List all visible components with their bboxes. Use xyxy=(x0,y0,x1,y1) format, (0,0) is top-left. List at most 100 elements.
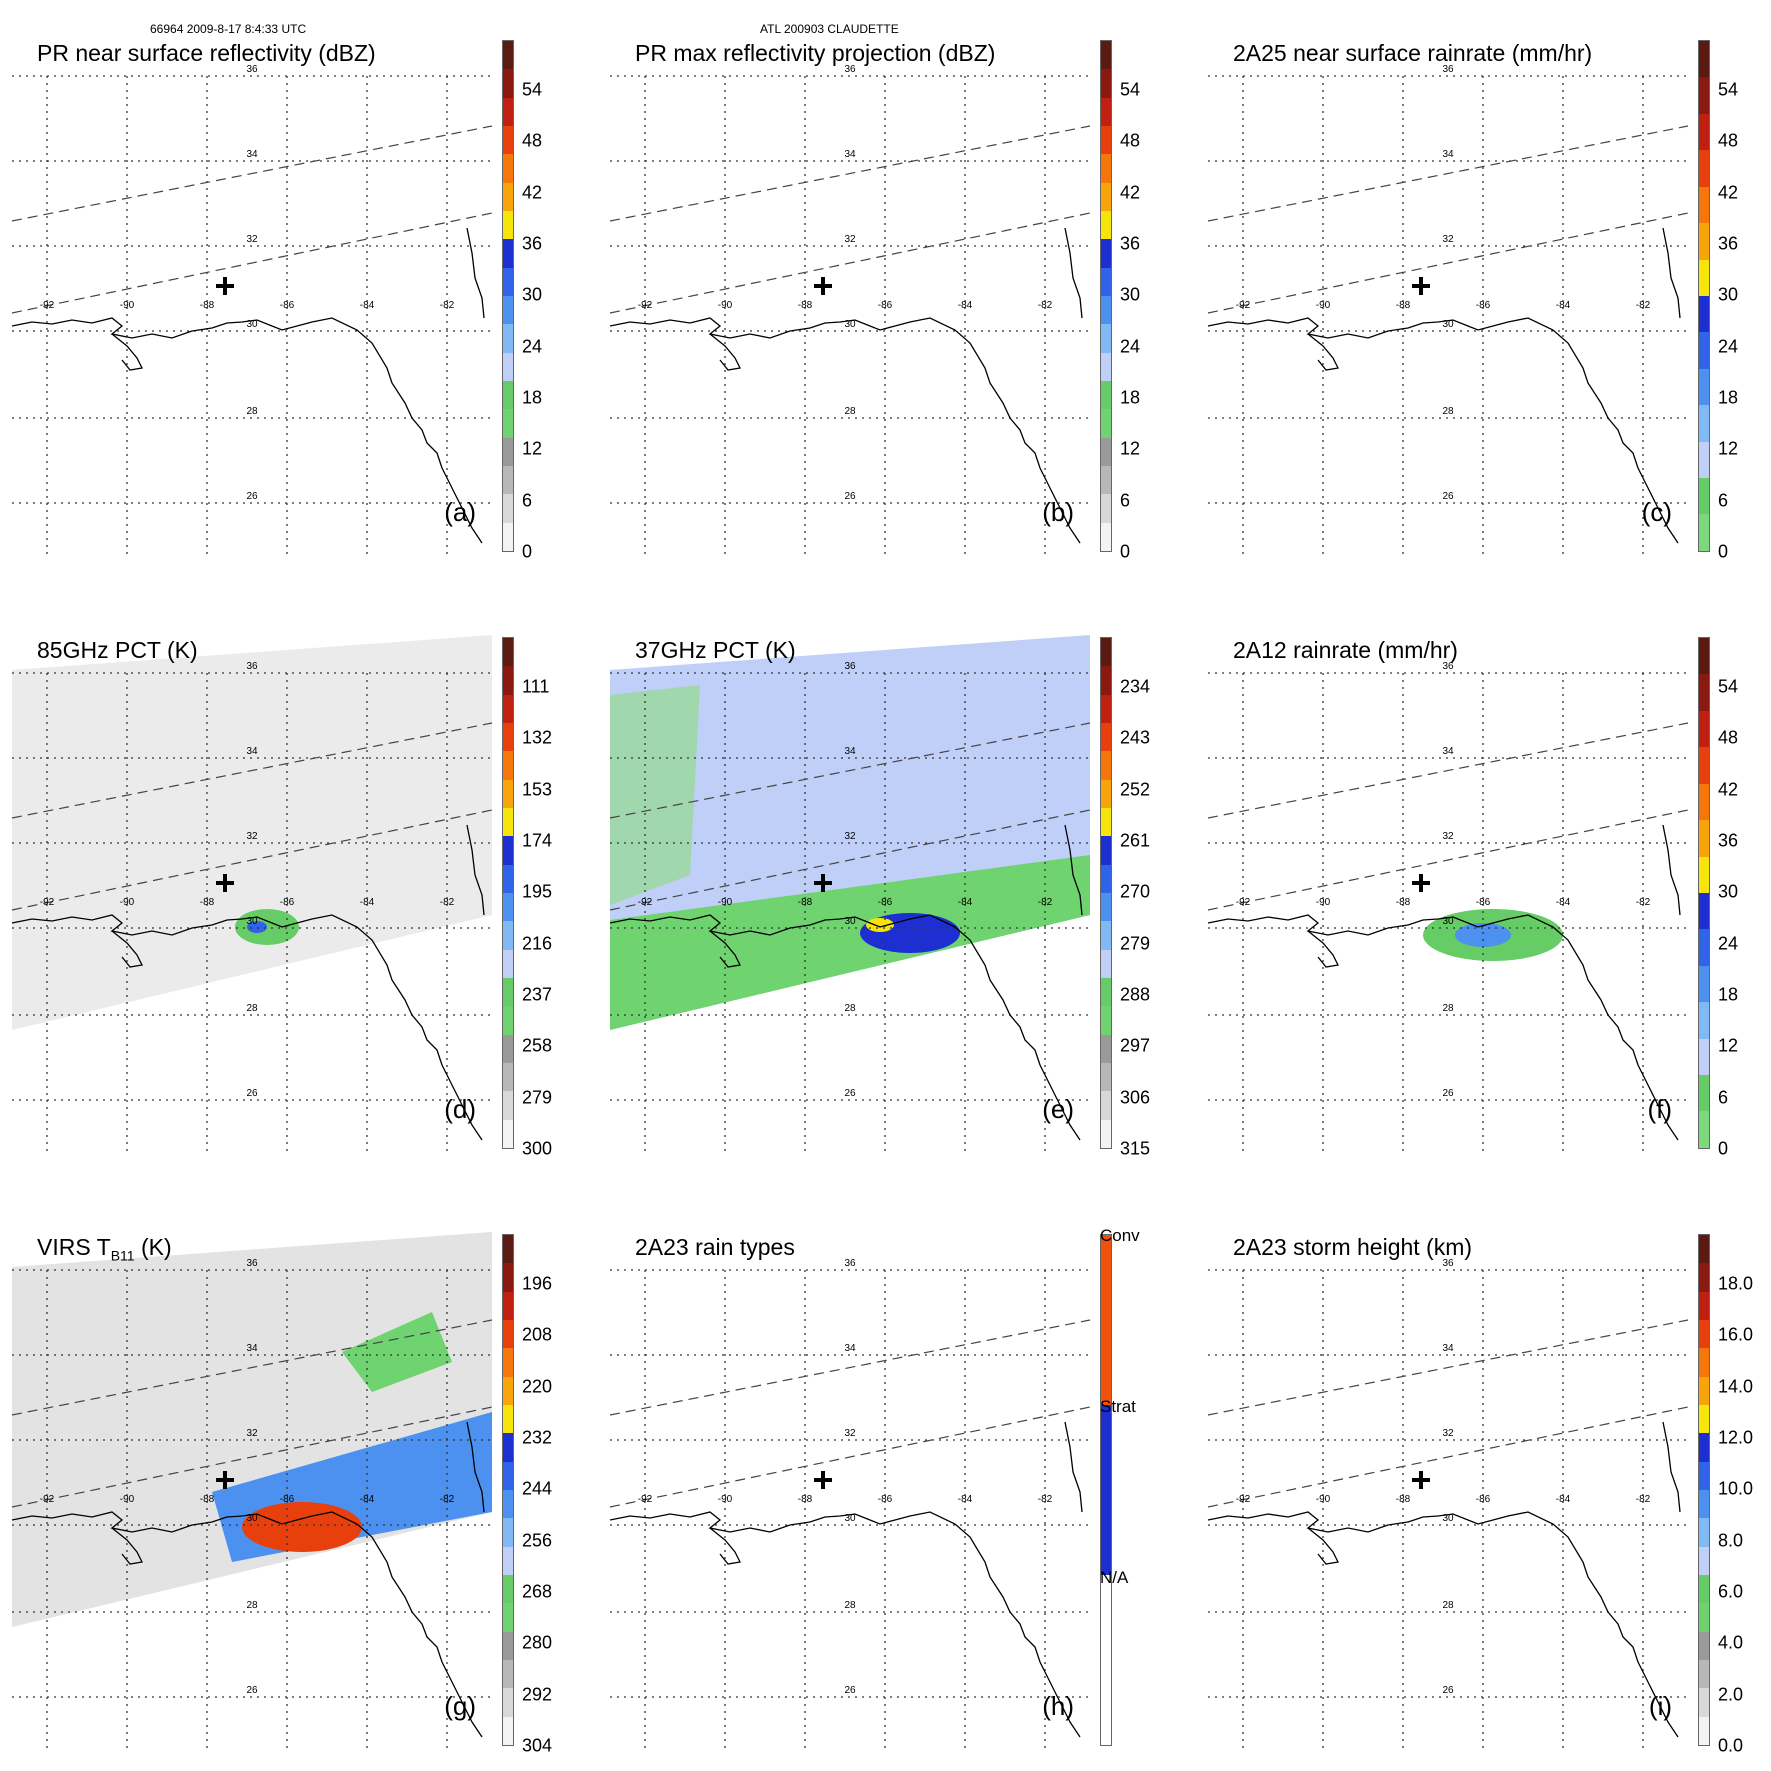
longitude-label: -90 xyxy=(1316,1494,1331,1505)
bay-coastline xyxy=(709,930,741,968)
map-area: 36 34 32 30 28 26 -92 -90 -88 -86 -84 -82 xyxy=(1207,64,1689,558)
colorbar-segment xyxy=(1699,368,1709,406)
colorbar-segment xyxy=(1699,1111,1709,1148)
colorbar-tick-label: 12 xyxy=(1120,438,1141,459)
panel-title: PR near surface reflectivity (dBZ) xyxy=(37,40,376,66)
longitude-label: -92 xyxy=(40,897,55,908)
latitude-label: 36 xyxy=(246,661,258,672)
colorbar-segment xyxy=(1699,77,1709,114)
colorbar-segment xyxy=(1699,113,1709,151)
longitude-label: -82 xyxy=(1636,300,1651,311)
longitude-label: -90 xyxy=(718,300,733,311)
colorbar-segment xyxy=(1699,892,1709,930)
storm-center-marker xyxy=(1412,277,1430,295)
colorbar-tick-label: 292 xyxy=(522,1684,553,1705)
colorbar-segment xyxy=(503,1348,513,1377)
colorbar-tick-label: 6 xyxy=(1718,490,1729,511)
colorbar-segment xyxy=(1101,97,1111,126)
colorbar-segment xyxy=(503,1433,513,1462)
colorbar-tick-label: Strat xyxy=(1100,1397,1136,1416)
colorbar-tick-label: 12 xyxy=(1718,1035,1739,1056)
map-area: 36 34 32 30 28 26 -92 -90 -88 -86 -84 -82 xyxy=(609,64,1091,558)
colorbar-tick-label: 18 xyxy=(1718,387,1739,408)
colorbar xyxy=(502,1234,514,1746)
longitude-label: -90 xyxy=(1316,897,1331,908)
colorbar-segment xyxy=(503,1489,513,1519)
colorbar-tick-label: 304 xyxy=(522,1735,553,1756)
colorbar-segment xyxy=(503,494,513,523)
panel-label: (c) xyxy=(1641,497,1672,527)
colorbar-segment xyxy=(1101,437,1111,466)
latitude-label: 30 xyxy=(246,319,258,330)
panel-label: (d) xyxy=(444,1094,476,1124)
colorbar-segment xyxy=(1101,1062,1111,1092)
colorbar-segment xyxy=(503,97,513,126)
east-coastline xyxy=(1662,824,1681,916)
latitude-label: 26 xyxy=(844,491,856,502)
latitude-label: 32 xyxy=(1442,1428,1454,1439)
latitude-label: 34 xyxy=(844,1343,856,1354)
colorbar-segment xyxy=(1699,965,1709,1003)
longitude-label: -92 xyxy=(638,300,653,311)
longitude-label: -82 xyxy=(440,897,455,908)
colorbar-segment xyxy=(503,295,513,325)
latitude-label: 34 xyxy=(1442,1343,1454,1354)
longitude-label: -84 xyxy=(958,1494,973,1505)
bay-coastline xyxy=(1307,930,1339,968)
latitude-label: 32 xyxy=(844,831,856,842)
longitude-label: -86 xyxy=(878,897,893,908)
header-storm-name: ATL 200903 CLAUDETTE xyxy=(760,22,899,36)
coastline xyxy=(11,914,483,1141)
latitude-label: 30 xyxy=(844,319,856,330)
map-panel-g: 36 34 32 30 28 26 -92 -90 -88 -86 -84 -82 VIRS TB11 … xyxy=(11,1232,552,1756)
colorbar-tick-label: 18.0 xyxy=(1718,1273,1754,1294)
colorbar-segment xyxy=(1699,295,1709,333)
colorbar-tick-label: 280 xyxy=(522,1632,553,1653)
colorbar-segment xyxy=(1101,807,1111,837)
header-orbit-time: 66964 2009-8-17 8:4:33 UTC xyxy=(150,22,307,36)
colorbar-segment xyxy=(503,1603,513,1632)
colorbar-tick-label: 315 xyxy=(1120,1138,1151,1159)
colorbar-segment xyxy=(503,1461,513,1490)
colorbar-segment xyxy=(503,1376,513,1405)
colorbar-segment xyxy=(1699,783,1709,821)
colorbar-tick-label: 0.0 xyxy=(1718,1735,1744,1756)
panel-label: (f) xyxy=(1647,1094,1672,1124)
colorbar-tick-label: 256 xyxy=(522,1530,553,1551)
colorbar-segment xyxy=(1101,1006,1111,1035)
colorbar-segment xyxy=(1101,69,1111,98)
colorbar-tick-label: 14.0 xyxy=(1718,1376,1754,1397)
colorbar-segment xyxy=(503,210,513,240)
colorbar-tick-label: 24 xyxy=(522,336,543,357)
panel-title: PR max reflectivity projection (dBZ) xyxy=(635,40,996,66)
longitude-label: -84 xyxy=(1556,1494,1571,1505)
latitude-label: 32 xyxy=(246,234,258,245)
colorbar-tick-label: 0 xyxy=(1718,1138,1729,1159)
latitude-label: 26 xyxy=(246,1685,258,1696)
longitude-label: -88 xyxy=(200,1494,215,1505)
panel-label: (a) xyxy=(444,497,476,527)
cold-cloud-top xyxy=(242,1502,362,1552)
map-area: 36 34 32 30 28 26 -92 -90 -88 -86 -84 -82 xyxy=(609,1258,1091,1752)
colorbar-segment xyxy=(503,864,513,893)
longitude-label: -82 xyxy=(1636,897,1651,908)
colorbar xyxy=(1100,40,1112,552)
colorbar-segment xyxy=(1699,1235,1709,1264)
longitude-label: -86 xyxy=(878,1494,893,1505)
colorbar-segment xyxy=(1699,1433,1709,1462)
latitude-label: 26 xyxy=(844,1088,856,1099)
colorbar-segment xyxy=(1699,1075,1709,1112)
latitude-label: 36 xyxy=(844,661,856,672)
colorbar-segment xyxy=(1101,267,1111,296)
colorbar-segment xyxy=(503,522,513,551)
colorbar-segment xyxy=(1101,210,1111,240)
latitude-label: 30 xyxy=(246,1513,258,1524)
colorbar-tick-label: 54 xyxy=(1120,79,1141,100)
latitude-label: 28 xyxy=(1442,1003,1454,1014)
colorbar-tick-label: 12.0 xyxy=(1718,1427,1754,1448)
colorbar-segment xyxy=(1699,223,1709,260)
colorbar-segment xyxy=(503,779,513,808)
colorbar-segment xyxy=(1699,1404,1709,1434)
colorbar-segment xyxy=(1101,694,1111,723)
colorbar-tick-label: 6.0 xyxy=(1718,1581,1744,1602)
